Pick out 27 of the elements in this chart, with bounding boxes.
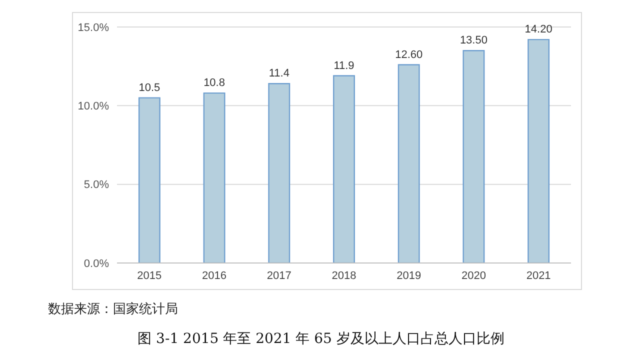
x-tick-label: 2020	[461, 270, 486, 282]
bar	[528, 38, 550, 263]
data-label: 11.4	[268, 68, 290, 80]
data-label: 14.20	[524, 24, 552, 36]
x-tick-label: 2017	[266, 270, 292, 282]
bar	[333, 75, 355, 263]
data-label: 11.9	[334, 60, 354, 72]
data-label: 10.5	[138, 82, 160, 94]
bar	[203, 92, 226, 263]
y-tick-label: 15.0%	[78, 22, 110, 34]
bar	[462, 50, 485, 263]
bar	[138, 97, 160, 263]
y-tick-label: 0.0%	[84, 258, 110, 270]
x-tick-label: 2019	[396, 270, 422, 282]
x-tick-label: 2015	[137, 270, 162, 282]
data-label: 12.60	[395, 48, 423, 61]
x-tick-label: 2016	[202, 270, 227, 282]
data-label: 13.50	[460, 34, 488, 47]
source-note: 数据来源：国家统计局	[48, 301, 178, 318]
data-label: 10.8	[204, 77, 225, 90]
text: 图 3-1 2015 年至 2021 年 65 岁及以上人口占总人口比例	[136, 330, 506, 348]
bar	[268, 83, 290, 263]
x-tick-label: 2018	[332, 270, 356, 282]
bar	[398, 64, 420, 263]
x-tick-label: 2021	[526, 270, 551, 282]
y-tick-label: 5.0%	[84, 179, 110, 192]
y-tick-label: 10.0%	[78, 100, 110, 113]
